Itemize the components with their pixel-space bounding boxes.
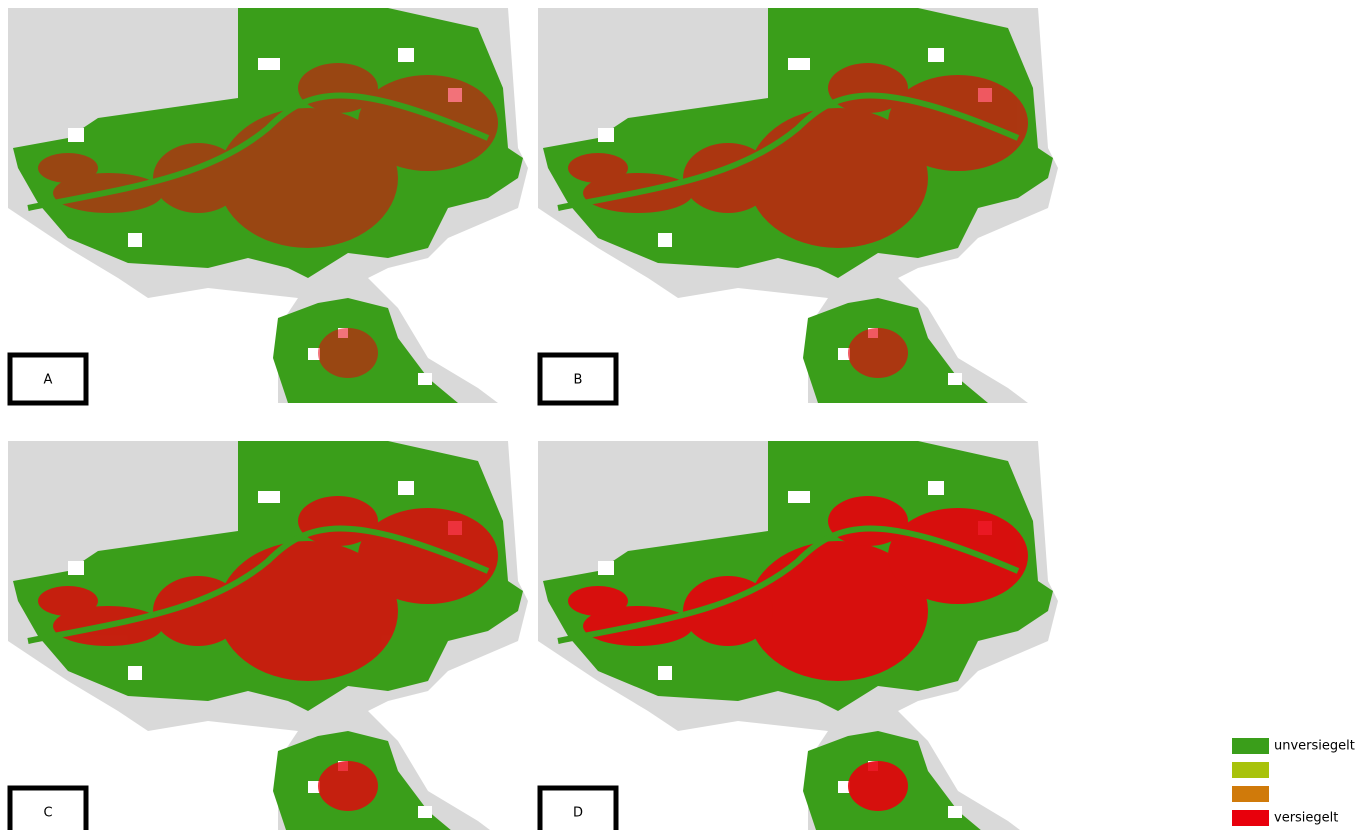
map-panel: A [8,8,528,403]
legend-swatch [1232,810,1269,826]
legend-label: unversiegelt [1274,739,1355,754]
panel-label: A [44,373,53,388]
panel-label: C [43,806,52,821]
panel-label: B [574,373,583,388]
legend-swatch [1232,738,1269,754]
legend-swatch [1232,762,1269,778]
map-panel: D [538,441,1058,830]
legend-swatch [1232,786,1269,802]
legend-label: versiegelt [1274,811,1338,826]
map-panel: B [538,8,1058,403]
legend: unversiegelt versiegelt [1232,738,1355,826]
panel-label: D [573,806,583,821]
map-panel: C [8,441,528,830]
figure: A B C D unversiegelt versiegelt [0,0,1370,830]
